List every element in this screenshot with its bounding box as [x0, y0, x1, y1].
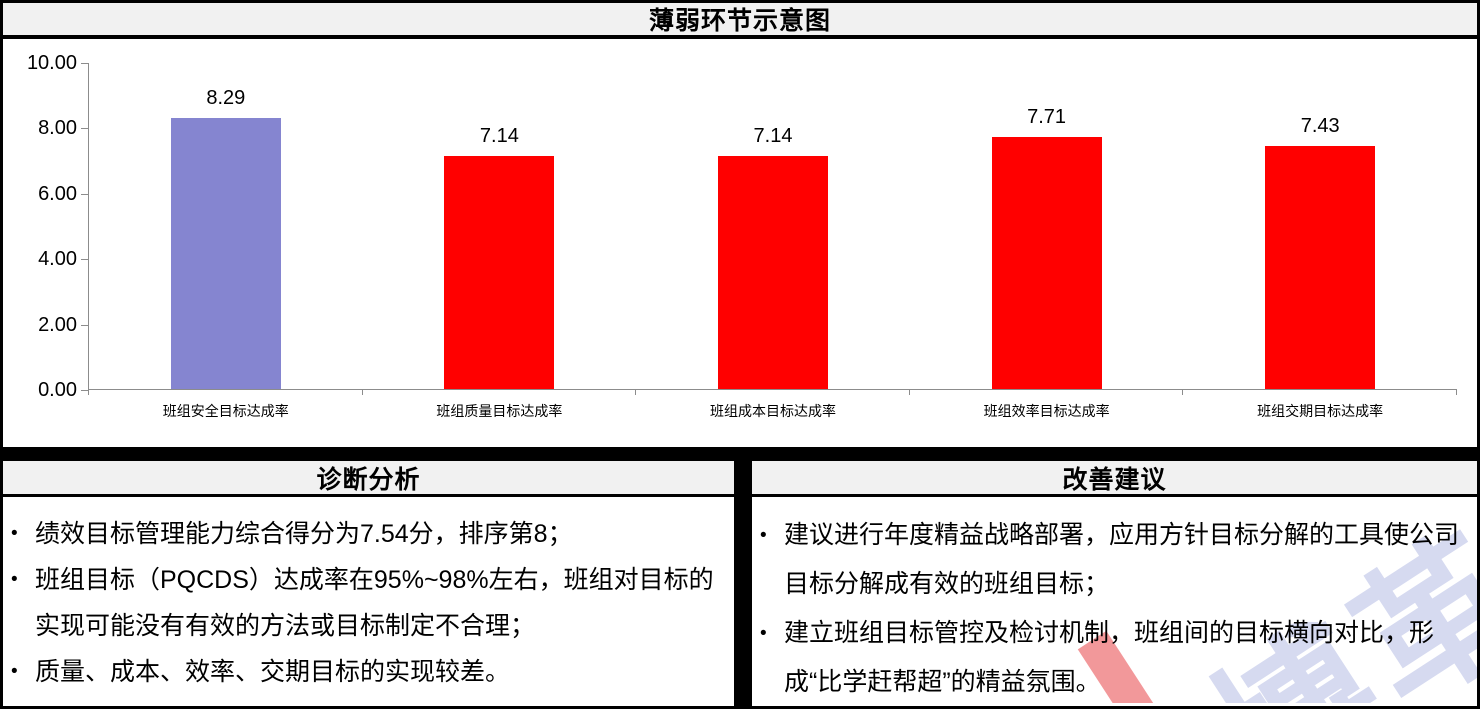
- y-axis-tick: [81, 63, 89, 64]
- x-axis-category-label: 班组质量目标达成率: [436, 403, 563, 419]
- bar-value-label: 7.43: [1300, 115, 1340, 138]
- bullet-dot-icon: •: [760, 525, 767, 546]
- y-axis-tick: [81, 259, 89, 261]
- suggestions-header: 改善建议: [752, 461, 1477, 497]
- diagnosis-body: • 绩效目标管理能力综合得分为7.54分，排序第8； • 班组目标（PQCDS）…: [3, 497, 734, 703]
- bullet-dot-icon: •: [11, 661, 18, 682]
- y-axis-tick-label: 6.00: [38, 182, 77, 205]
- bar-value-label: 7.14: [479, 124, 519, 147]
- x-axis-tick: [908, 389, 910, 395]
- y-axis-tick: [81, 390, 89, 391]
- diagnosis-panel: 诊断分析 • 绩效目标管理能力综合得分为7.54分，排序第8； • 班组目标（P…: [0, 458, 737, 709]
- chart-title: 薄弱环节示意图: [648, 7, 831, 35]
- bar: [1265, 146, 1376, 389]
- chart-category: 8.29 班组安全目标达成率: [89, 63, 363, 419]
- chart-category: 7.14 班组成本目标达成率: [636, 63, 910, 419]
- x-axis-tick: [1182, 389, 1184, 395]
- chart-category: 7.71 班组效率目标达成率: [910, 63, 1184, 419]
- suggestions-panel: 改善建议 博革 • 建议进行年度精益战略部署，应用方针目标分解的工具使公司目标分…: [749, 458, 1480, 709]
- suggestion-bullet-text: 建立班组目标管控及检讨机制，班组间的目标横向对比，形成“比学赶帮超”的精益氛围。: [784, 619, 1435, 696]
- diagnosis-bullet-text: 班组目标（PQCDS）达成率在95%~98%左右，班组对目标的实现可能没有有效的…: [35, 566, 714, 640]
- chart-category: 7.14 班组质量目标达成率: [363, 63, 637, 419]
- weak-links-chart-section: 薄弱环节示意图 10.00 8.00 6.00 4.00 2.00 0.00 8.29 班组…: [0, 0, 1480, 452]
- bullet-dot-icon: •: [11, 523, 18, 544]
- suggestion-bullet: • 建议进行年度精益战略部署，应用方针目标分解的工具使公司目标分解成有效的班组目…: [760, 511, 1471, 609]
- bar: [170, 117, 281, 389]
- x-axis-category-label: 班组安全目标达成率: [162, 403, 289, 419]
- diagnosis-bullet: • 班组目标（PQCDS）达成率在95%~98%左右，班组对目标的实现可能没有有…: [11, 557, 728, 649]
- bullet-dot-icon: •: [11, 569, 18, 590]
- plot-area: 8.29 班组安全目标达成率 7.14 班组质量目标达成率 7.14 班组成本目标达成率 7…: [81, 63, 1457, 419]
- y-axis-tick: [81, 324, 89, 326]
- diagnosis-bullet-text: 质量、成本、效率、交期目标的实现较差。: [35, 658, 511, 686]
- x-axis-category-label: 班组成本目标达成率: [709, 403, 836, 419]
- bar: [991, 136, 1102, 389]
- suggestion-bullet: • 建立班组目标管控及检讨机制，班组间的目标横向对比，形成“比学赶帮超”的精益氛…: [760, 609, 1471, 703]
- y-axis-tick: [81, 128, 89, 130]
- y-axis-tick-label: 8.00: [38, 117, 77, 140]
- diagnosis-bullet: • 绩效目标管理能力综合得分为7.54分，排序第8；: [11, 511, 728, 557]
- bar-value-label: 7.14: [753, 124, 793, 147]
- bar: [717, 155, 828, 389]
- y-axis-tick-label: 2.00: [38, 313, 77, 336]
- bar: [444, 155, 555, 389]
- x-axis-tick: [88, 389, 89, 395]
- y-axis-tick-label: 0.00: [38, 379, 77, 401]
- diagnosis-bullet-text: 绩效目标管理能力综合得分为7.54分，排序第8；: [35, 520, 573, 548]
- x-axis-tick: [361, 389, 363, 395]
- x-axis-category-label: 班组效率目标达成率: [983, 403, 1110, 419]
- diagnosis-title: 诊断分析: [316, 465, 421, 494]
- x-axis-category-label: 班组交期目标达成率: [1257, 403, 1384, 419]
- diagnosis-header: 诊断分析: [3, 461, 734, 497]
- chart-title-bar: 薄弱环节示意图: [3, 3, 1477, 39]
- x-axis-tick: [1456, 389, 1457, 395]
- suggestions-body: 博革 • 建议进行年度精益战略部署，应用方针目标分解的工具使公司目标分解成有效的…: [752, 497, 1477, 703]
- diagnosis-bullet: • 质量、成本、效率、交期目标的实现较差。: [11, 649, 728, 695]
- bullet-dot-icon: •: [760, 623, 767, 644]
- y-axis-tick-label: 10.00: [26, 52, 77, 74]
- bar-value-label: 8.29: [206, 86, 246, 109]
- suggestion-bullet-text: 建议进行年度精益战略部署，应用方针目标分解的工具使公司目标分解成有效的班组目标；: [784, 521, 1460, 598]
- chart-category: 7.43 班组交期目标达成率: [1183, 63, 1457, 419]
- category-cells: 8.29 班组安全目标达成率 7.14 班组质量目标达成率 7.14 班组成本目标达成率 7…: [89, 63, 1457, 419]
- x-axis-tick: [635, 389, 637, 395]
- bar-value-label: 7.71: [1027, 105, 1067, 128]
- y-axis-tick: [81, 193, 89, 195]
- y-axis-tick-label: 4.00: [38, 248, 77, 271]
- suggestions-title: 改善建议: [1062, 465, 1167, 494]
- bar-chart: 10.00 8.00 6.00 4.00 2.00 0.00 8.29 班组安全目标达成率 7…: [3, 39, 1477, 443]
